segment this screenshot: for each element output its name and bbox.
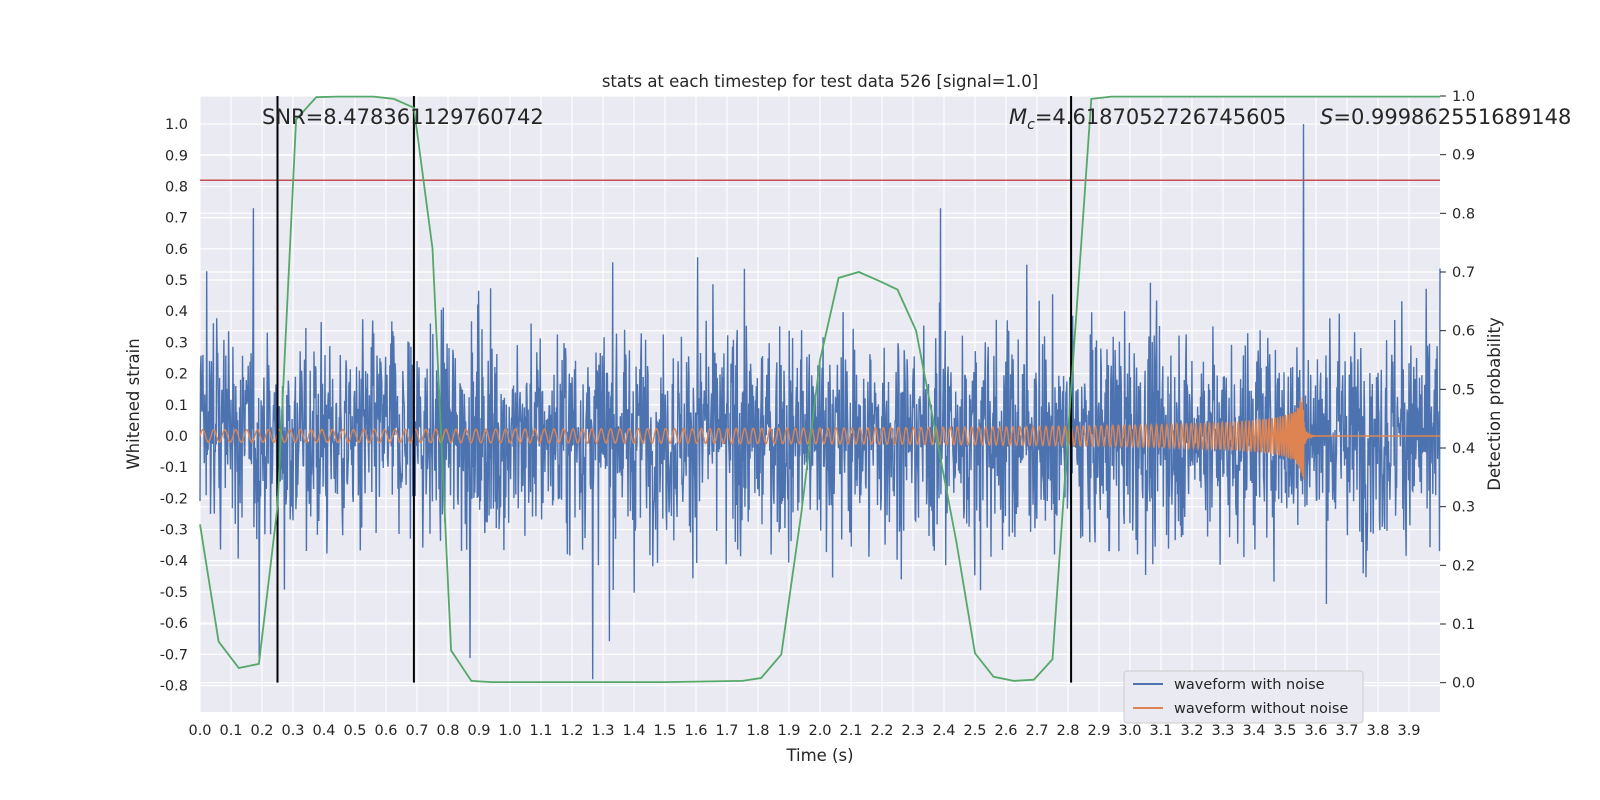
y-tick-label: 0.1	[165, 398, 188, 414]
x-tick-label: 0.6	[374, 723, 397, 739]
y2-tick-label: 0.6	[1452, 324, 1475, 340]
x-tick-label: 2.6	[994, 723, 1017, 739]
legend-label-clean: waveform without noise	[1174, 701, 1348, 717]
x-tick-label: 0.0	[188, 723, 211, 739]
x-tick-label: 0.2	[250, 723, 273, 739]
y-tick-label: -0.5	[160, 585, 188, 601]
legend-box	[1123, 670, 1364, 724]
x-tick-label: 3.7	[1335, 723, 1358, 739]
x-tick-label: 2.9	[1087, 723, 1110, 739]
clean-waveform-line	[199, 397, 1440, 480]
x-tick-label: 3.4	[1242, 723, 1265, 739]
y2-tick-label: 0.1	[1452, 617, 1475, 633]
y-tick-label: 0.8	[165, 179, 188, 195]
y2-tick-label: 0.9	[1452, 148, 1475, 164]
y2-tick-label: 1.0	[1452, 89, 1475, 105]
x-tick-label: 1.7	[715, 723, 738, 739]
y-tick-label: -0.3	[160, 523, 188, 539]
detection-probability-line	[199, 95, 1440, 683]
y2-tick-label: 0.2	[1452, 558, 1475, 574]
x-tick-label: 2.0	[808, 723, 831, 739]
legend: waveform with noise waveform without noi…	[1123, 670, 1364, 724]
y2-tick-label: 0.4	[1452, 441, 1475, 457]
x-tick-label: 3.8	[1366, 723, 1389, 739]
x-tick-label: 2.5	[963, 723, 986, 739]
y-tick-label: -0.1	[160, 460, 188, 476]
clean-waveform-series	[199, 397, 1440, 480]
x-tick-label: 2.7	[1025, 723, 1048, 739]
x-tick-label: 3.1	[1149, 723, 1172, 739]
y-tick-label: 0.3	[165, 335, 188, 351]
x-tick-label: 1.2	[560, 723, 583, 739]
y-tick-label: -0.6	[160, 616, 188, 632]
x-tick-label: 1.6	[684, 723, 707, 739]
x-tick-label: 2.4	[932, 723, 955, 739]
x-tick-label: 3.2	[1180, 723, 1203, 739]
y-tick-label: 0.5	[165, 273, 188, 289]
x-axis-ticks: 0.0 0.1 0.2 0.3 0.4 0.5 0.6 0.7 0.8 0.9 1.0 1.1 1.2 1…	[188, 723, 1420, 739]
y-tick-label: 1.0	[165, 117, 188, 133]
score-symbol: S	[1320, 105, 1333, 129]
y-tick-label: 0.6	[165, 242, 188, 258]
x-tick-label: 0.3	[281, 723, 304, 739]
y-tick-label: -0.2	[160, 491, 188, 507]
chirp-mass-annotation: Mc=4.6187052726745605	[1009, 105, 1286, 133]
x-tick-label: 1.5	[653, 723, 676, 739]
y-tick-label: 0.7	[165, 211, 188, 227]
x-tick-label: 2.2	[870, 723, 893, 739]
x-tick-label: 0.9	[467, 723, 490, 739]
y-tick-label: -0.4	[160, 554, 188, 570]
x-tick-label: 3.6	[1304, 723, 1327, 739]
y2-tick-label: 0.8	[1452, 206, 1475, 222]
x-tick-label: 1.0	[498, 723, 521, 739]
y-tick-label: 0.0	[165, 429, 188, 445]
x-tick-label: 2.8	[1056, 723, 1079, 739]
legend-label-noisy: waveform with noise	[1174, 677, 1325, 693]
x-tick-label: 0.4	[312, 723, 335, 739]
x-tick-label: 1.1	[529, 723, 552, 739]
y2-axis-ticks: 1.0 0.9 0.8 0.7 0.6 0.5 0.4 0.3 0.2 0.1 0.0	[1440, 89, 1475, 692]
x-tick-label: 0.8	[436, 723, 459, 739]
y-tick-label: -0.8	[160, 678, 188, 694]
y-tick-label: -0.7	[160, 647, 188, 663]
x-tick-label: 2.1	[839, 723, 862, 739]
y-axis-label: Whitened strain	[124, 338, 143, 469]
y-tick-label: 0.9	[165, 148, 188, 164]
y-tick-label: 0.4	[165, 304, 188, 320]
y-axis-ticks: 1.0 0.9 0.8 0.7 0.6 0.5 0.4 0.3 0.2 0.1 0.0 -0.1 -0.…	[160, 117, 188, 694]
y2-axis-label: Detection probability	[1485, 317, 1504, 491]
x-tick-label: 0.1	[219, 723, 242, 739]
x-tick-label: 1.8	[746, 723, 769, 739]
x-tick-label: 3.5	[1273, 723, 1296, 739]
overlays	[199, 95, 1440, 683]
x-tick-label: 0.5	[343, 723, 366, 739]
score-annotation: S=0.999862551689148	[1320, 105, 1571, 129]
x-tick-label: 1.3	[591, 723, 614, 739]
score-value: =0.999862551689148	[1333, 105, 1571, 129]
chirp-mass-value: =4.6187052726745605	[1035, 105, 1286, 129]
chart-title: stats at each timestep for test data 526…	[602, 72, 1038, 91]
y2-tick-label: 0.5	[1452, 382, 1475, 398]
chirp-mass-subscript: c	[1027, 117, 1035, 133]
y2-tick-label: 0.3	[1452, 500, 1475, 516]
chirp-mass-symbol: M	[1009, 105, 1027, 129]
x-tick-label: 3.9	[1397, 723, 1420, 739]
x-tick-label: 3.0	[1118, 723, 1141, 739]
x-axis-label: Time (s)	[785, 746, 853, 765]
x-tick-label: 2.3	[901, 723, 924, 739]
x-tick-label: 1.9	[777, 723, 800, 739]
y2-tick-label: 0.7	[1452, 265, 1475, 281]
snr-annotation: SNR=8.478361129760742	[262, 105, 544, 129]
y2-tick-label: 0.0	[1452, 676, 1475, 692]
x-tick-label: 1.4	[622, 723, 645, 739]
x-tick-label: 3.3	[1211, 723, 1234, 739]
x-tick-label: 0.7	[405, 723, 428, 739]
y-tick-label: 0.2	[165, 367, 188, 383]
